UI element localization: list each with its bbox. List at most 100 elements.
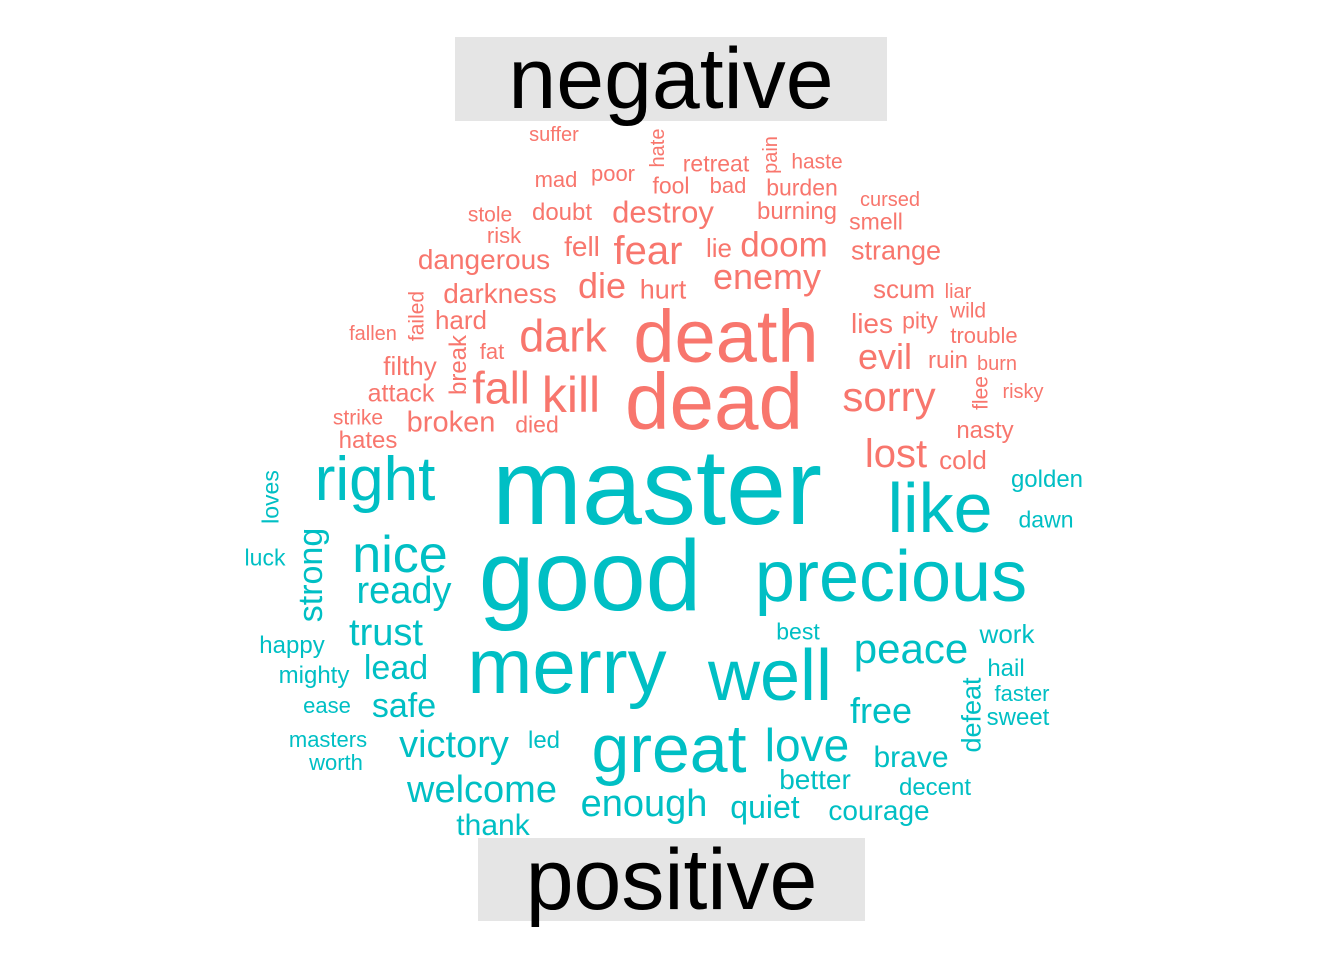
word-doubt: doubt <box>531 199 593 226</box>
word-master: master <box>491 426 823 547</box>
word-great: great <box>591 711 747 787</box>
word-victory: victory <box>399 724 509 766</box>
word-hard: hard <box>434 305 488 335</box>
word-suffer: suffer <box>529 124 579 146</box>
word-hates: hates <box>338 427 398 454</box>
word-wild: wild <box>949 299 987 323</box>
word-thank: thank <box>456 809 530 842</box>
word-good: good <box>478 520 702 632</box>
word-quiet: quiet <box>730 789 800 825</box>
word-best: best <box>776 618 820 645</box>
word-luck: luck <box>244 544 286 571</box>
word-faster: faster <box>994 681 1050 706</box>
word-golden: golden <box>1010 466 1084 493</box>
word-scum: scum <box>872 274 936 304</box>
word-mighty: mighty <box>278 662 350 689</box>
word-strong: strong <box>292 527 330 623</box>
word-strange: strange <box>850 235 942 266</box>
word-strike: strike <box>332 406 384 430</box>
word-sorry: sorry <box>842 373 936 420</box>
word-dawn: dawn <box>1018 506 1074 533</box>
word-safe: safe <box>371 687 437 725</box>
word-fall: fall <box>472 362 530 414</box>
word-haste: haste <box>791 150 843 174</box>
word-poor: poor <box>590 161 636 186</box>
word-masters: masters <box>288 727 368 752</box>
word-fool: fool <box>652 172 690 199</box>
word-darkness: darkness <box>443 278 557 309</box>
word-happy: happy <box>259 632 325 659</box>
word-enemy: enemy <box>712 256 822 297</box>
word-brave: brave <box>873 741 949 774</box>
word-die: die <box>577 265 627 306</box>
word-enough: enough <box>580 783 708 825</box>
group-label-negative: negative <box>455 36 887 122</box>
word-risky: risky <box>1002 381 1044 403</box>
word-fear: fear <box>613 229 683 273</box>
word-nice: nice <box>352 526 448 584</box>
word-risk: risk <box>486 223 522 248</box>
word-dead: dead <box>625 357 803 446</box>
word-break: break <box>445 334 472 396</box>
word-loves: loves <box>257 470 284 524</box>
word-led: led <box>527 727 561 754</box>
word-broken: broken <box>406 406 496 439</box>
word-kill: kill <box>541 367 601 423</box>
word-defeat: defeat <box>956 677 987 753</box>
word-doom: doom <box>740 225 828 265</box>
word-mad: mad <box>534 167 578 192</box>
word-bad: bad <box>709 173 747 198</box>
word-decent: decent <box>898 774 972 801</box>
group-label-positive: positive <box>478 837 865 923</box>
word-like: like <box>887 469 993 547</box>
word-cold: cold <box>939 445 987 475</box>
word-died: died <box>515 411 559 438</box>
word-burden: burden <box>766 174 838 201</box>
word-cursed: cursed <box>859 189 921 211</box>
word-love: love <box>764 719 850 771</box>
word-fallen: fallen <box>349 323 397 345</box>
word-work: work <box>979 619 1035 649</box>
word-hurt: hurt <box>639 274 687 305</box>
word-worth: worth <box>309 750 363 775</box>
word-filthy: filthy <box>383 351 437 381</box>
word-trouble: trouble <box>950 323 1018 348</box>
word-flee: flee <box>969 376 993 410</box>
word-death: death <box>633 295 819 378</box>
word-smell: smell <box>849 208 903 235</box>
word-lost: lost <box>864 432 928 476</box>
word-pity: pity <box>902 307 938 334</box>
word-dangerous: dangerous <box>417 244 551 275</box>
word-hail: hail <box>987 655 1025 682</box>
word-welcome: welcome <box>407 769 557 811</box>
word-liar: liar <box>944 281 972 303</box>
word-courage: courage <box>828 795 930 826</box>
word-ruin: ruin <box>927 347 969 374</box>
word-stole: stole <box>467 203 513 227</box>
word-sweet: sweet <box>986 704 1050 731</box>
word-merry: merry <box>467 622 667 710</box>
word-trust: trust <box>349 612 423 654</box>
word-lie: lie <box>705 233 733 263</box>
word-burning: burning <box>756 198 838 225</box>
word-attack: attack <box>367 379 435 408</box>
word-failed: failed <box>405 290 429 342</box>
word-fat: fat <box>479 339 505 364</box>
word-pain: pain <box>760 136 782 174</box>
word-burn: burn <box>976 353 1018 375</box>
word-peace: peace <box>853 625 969 672</box>
word-lies: lies <box>850 308 894 339</box>
word-free: free <box>849 690 913 731</box>
word-ease: ease <box>303 693 351 718</box>
word-evil: evil <box>857 336 913 377</box>
word-well: well <box>707 636 833 716</box>
word-retreat: retreat <box>682 150 750 177</box>
word-ready: ready <box>356 570 452 612</box>
word-hate: hate <box>647 128 669 168</box>
word-lead: lead <box>363 649 429 687</box>
word-destroy: destroy <box>612 194 714 230</box>
word-fell: fell <box>564 231 600 262</box>
word-nasty: nasty <box>956 417 1014 444</box>
word-precious: precious <box>754 537 1028 617</box>
